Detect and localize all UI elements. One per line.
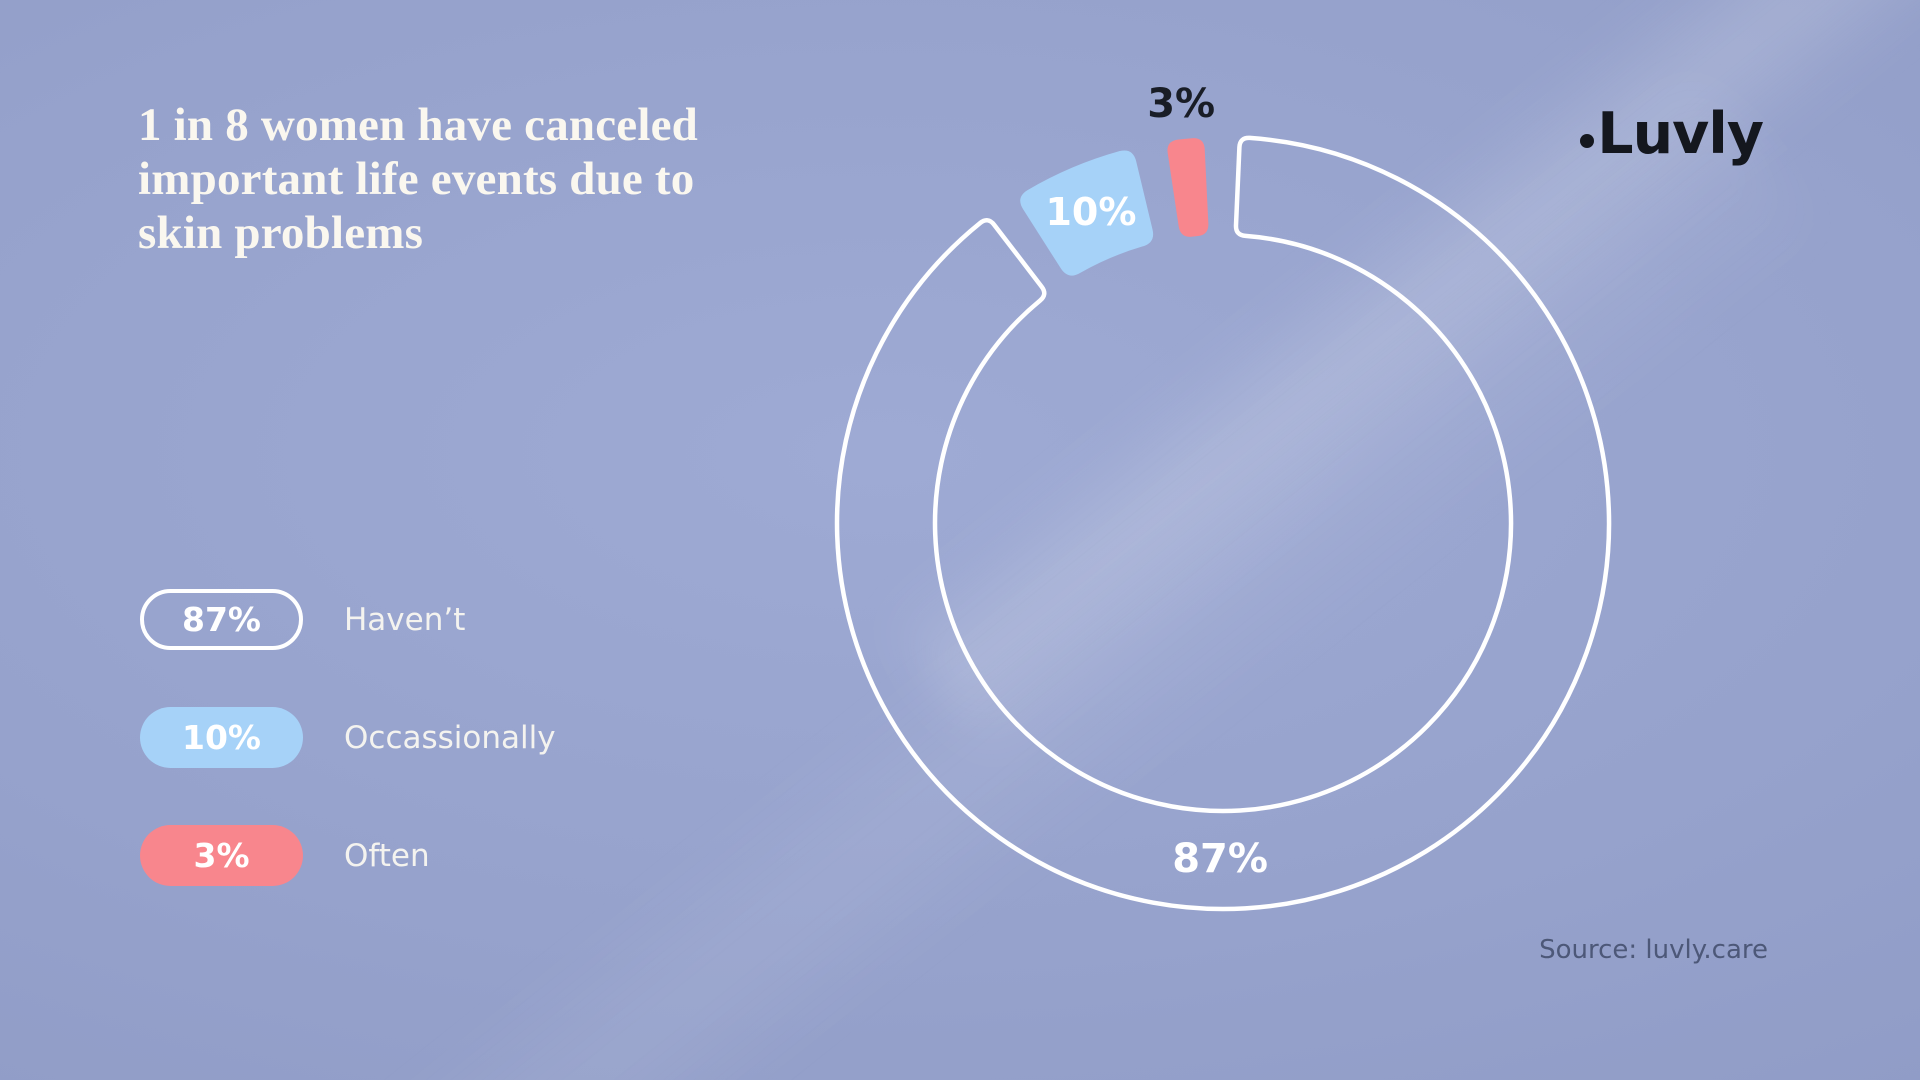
source-attribution: Source: luvly.care bbox=[1539, 935, 1768, 965]
legend-item-often: 3% Often bbox=[140, 825, 556, 886]
donut-chart: 87% 10% 3% bbox=[834, 81, 1612, 912]
legend-pill: 3% bbox=[140, 825, 303, 886]
donut-segment-occassionally bbox=[1020, 150, 1154, 276]
legend-pill: 87% bbox=[140, 589, 303, 650]
logo-text: Luvly bbox=[1597, 101, 1764, 167]
page-title: 1 in 8 women have canceled important lif… bbox=[138, 98, 698, 260]
title-line-1: 1 in 8 women have canceled bbox=[138, 99, 699, 151]
legend-pill: 10% bbox=[140, 707, 303, 768]
logo-dot-icon bbox=[1580, 134, 1595, 148]
legend-label: Occassionally bbox=[344, 719, 556, 756]
brand-logo: Luvly bbox=[1580, 106, 1764, 163]
donut-segment-often bbox=[1167, 138, 1209, 237]
donut-label-often: 3% bbox=[1147, 81, 1215, 127]
legend-value: 87% bbox=[182, 600, 261, 639]
legend-value: 10% bbox=[182, 718, 261, 757]
legend-label: Often bbox=[344, 837, 430, 874]
title-line-3: skin problems bbox=[138, 207, 424, 259]
legend-item-occassionally: 10% Occassionally bbox=[140, 707, 556, 768]
title-line-2: important life events due to bbox=[138, 153, 695, 205]
donut-label-occassionally: 10% bbox=[1045, 190, 1136, 234]
chart-legend: 87% Haven’t 10% Occassionally 3% Often bbox=[140, 589, 556, 943]
legend-label: Haven’t bbox=[344, 601, 466, 638]
donut-segment-havent bbox=[834, 135, 1612, 912]
legend-item-havent: 87% Haven’t bbox=[140, 589, 556, 650]
donut-label-havent: 87% bbox=[1172, 836, 1268, 882]
legend-value: 3% bbox=[193, 836, 250, 875]
